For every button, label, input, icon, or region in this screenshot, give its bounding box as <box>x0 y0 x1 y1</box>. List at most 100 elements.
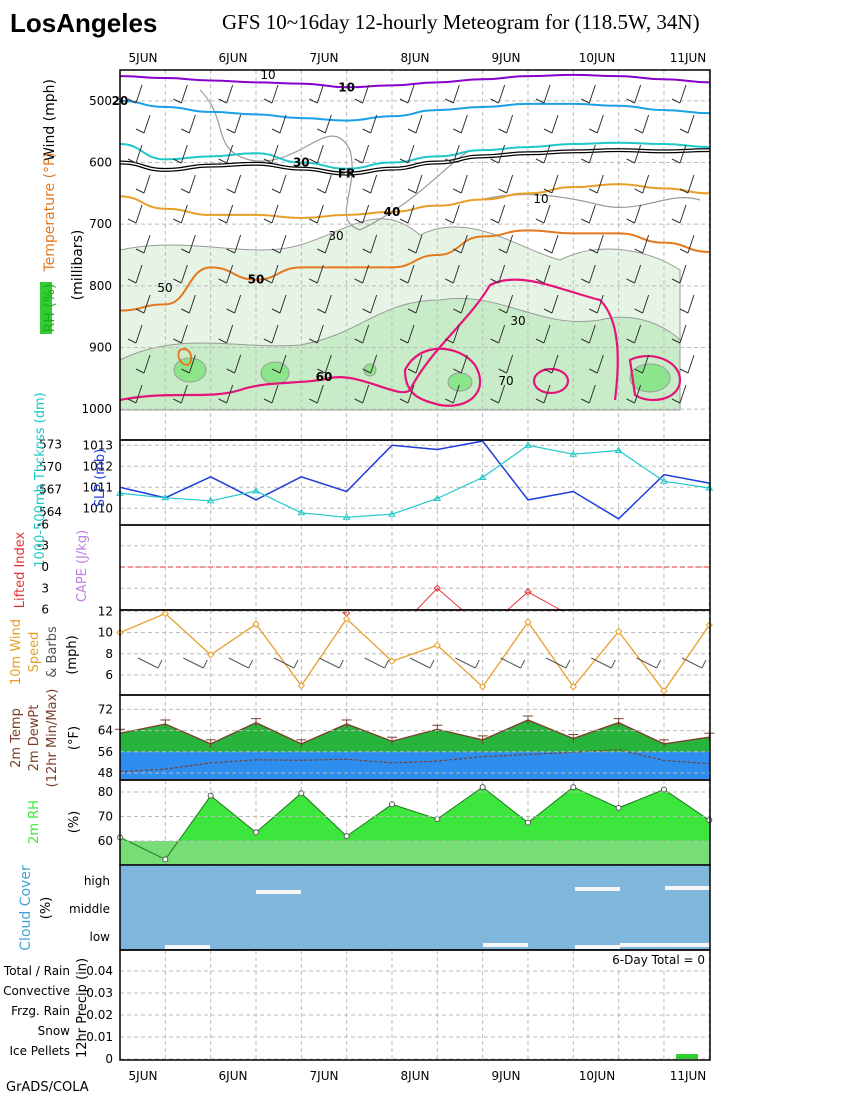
wind-barb <box>407 354 423 374</box>
wind-barb-staff <box>460 354 468 374</box>
wind-barb <box>226 234 242 254</box>
wind-barb-surface <box>183 657 204 669</box>
wind-barb <box>581 84 596 104</box>
cloud-gap <box>483 943 528 947</box>
wind-barb-flag <box>362 188 371 194</box>
wind-barb-flag <box>589 128 598 134</box>
temp-contour-60-loop <box>403 347 482 407</box>
wind-axis-label: Wind (mph) <box>42 79 58 161</box>
wind-barb-flag <box>634 368 643 374</box>
wind-barb-staff <box>679 144 687 164</box>
rh-contour-label: 50 <box>157 281 172 295</box>
wind-barb-staff <box>180 144 188 164</box>
wind-barb <box>407 294 423 314</box>
wind-barb-staff <box>407 384 415 404</box>
wind-barb-staff <box>143 294 151 314</box>
freezing-line-inner <box>119 149 710 175</box>
wind-barb-surface <box>273 657 295 669</box>
wind-barb-staff <box>180 84 188 104</box>
cloud-gap <box>165 945 210 949</box>
wind-barb-staff <box>506 294 514 314</box>
temp-contour-label: 60 <box>316 370 333 384</box>
wind-barb-staff <box>452 324 460 344</box>
wind-barb-flag <box>490 278 499 284</box>
slp-axis-label: SLP (mb) <box>93 449 108 508</box>
wind-barb-staff <box>452 384 460 404</box>
wind-barb <box>445 384 460 404</box>
wind-barb-staff <box>324 294 332 314</box>
temp-contour-10 <box>119 73 710 89</box>
pressure-tick-label: 900 <box>89 341 112 355</box>
wind-barb-flag <box>317 308 326 314</box>
wind-barb-flag <box>671 338 681 344</box>
precip-bar <box>676 1054 698 1059</box>
precip-frame <box>119 949 711 1061</box>
thickness-marker <box>614 446 623 453</box>
wind-barb <box>543 234 559 254</box>
temp-tick-label: 72 <box>98 702 113 716</box>
wind-barb-flag <box>362 368 371 374</box>
temp-contour-60-loop <box>532 367 570 395</box>
wind-barb-staff <box>271 384 279 404</box>
wind-barb <box>263 204 279 224</box>
wind-barb <box>634 174 650 194</box>
precip-tick-label: 0.01 <box>86 1030 113 1044</box>
thickness-tick-label: 573 <box>39 438 62 452</box>
wind-barb-flag <box>127 398 137 404</box>
wind-barb <box>317 114 332 134</box>
wind-barb-flag <box>671 278 681 284</box>
wind-barb <box>490 84 506 104</box>
wind-barb-staff <box>498 384 506 404</box>
wind-barb-staff <box>324 114 332 134</box>
wind-barb-staff <box>188 354 196 374</box>
wind-barb-flag <box>626 338 635 344</box>
freezing-line <box>119 148 710 176</box>
wind-barb <box>679 174 695 194</box>
wind-barb <box>535 204 551 224</box>
wind-barb-surface <box>591 657 612 669</box>
wind-barb-flag <box>317 188 326 194</box>
wind-barb <box>181 174 196 194</box>
wind-barb <box>626 144 642 164</box>
rh-tick-label: 80 <box>98 785 113 799</box>
wind-barb <box>173 384 188 404</box>
wind-barb <box>362 114 378 134</box>
temp-contour-40 <box>119 183 710 220</box>
wind-barb-flag <box>354 158 363 164</box>
wind-barb-staff <box>362 264 370 284</box>
wind-barb-staff <box>279 234 287 254</box>
wind-barb <box>453 354 468 374</box>
wind-barb-flag <box>354 98 363 104</box>
wind-barb <box>181 294 196 314</box>
wind-barb-staff <box>370 234 378 254</box>
wind-barb-flag <box>226 188 235 194</box>
wind-barb-staff <box>234 114 242 134</box>
thickness-marker <box>206 496 215 504</box>
date-label-top: 11JUN <box>670 51 707 65</box>
wind-barb-flag <box>543 188 553 194</box>
wind-barb-flag <box>543 128 553 134</box>
temp-contour-label: 10 <box>338 80 355 94</box>
wind-barb-flag <box>309 218 318 224</box>
wind-barb-staff <box>588 264 596 284</box>
wind-barb <box>127 324 143 344</box>
wind-barb <box>589 354 604 374</box>
precip-tick-label: 0.02 <box>86 1008 113 1022</box>
wind-barb-staff <box>415 234 423 254</box>
rh-shade-dark <box>447 372 473 392</box>
slp-tick-label: 1013 <box>82 438 113 452</box>
li-tick-label: 6 <box>41 603 49 617</box>
wind-barb-staff <box>543 84 551 104</box>
wind-barb-flag <box>453 248 462 254</box>
wind-barb <box>453 174 468 194</box>
wind-speed-marker <box>206 651 215 659</box>
wind-barb <box>671 84 687 104</box>
wind-barb-flag <box>181 308 190 314</box>
wind-barb-staff <box>316 324 324 344</box>
pressure-tick-label: 600 <box>89 156 112 170</box>
wind-barb-staff <box>452 84 460 104</box>
thickness-marker <box>297 508 306 516</box>
wind-tick-label: 12 <box>98 604 113 618</box>
wind-barb <box>263 264 279 284</box>
rh-contour-label: 10 <box>533 192 548 206</box>
